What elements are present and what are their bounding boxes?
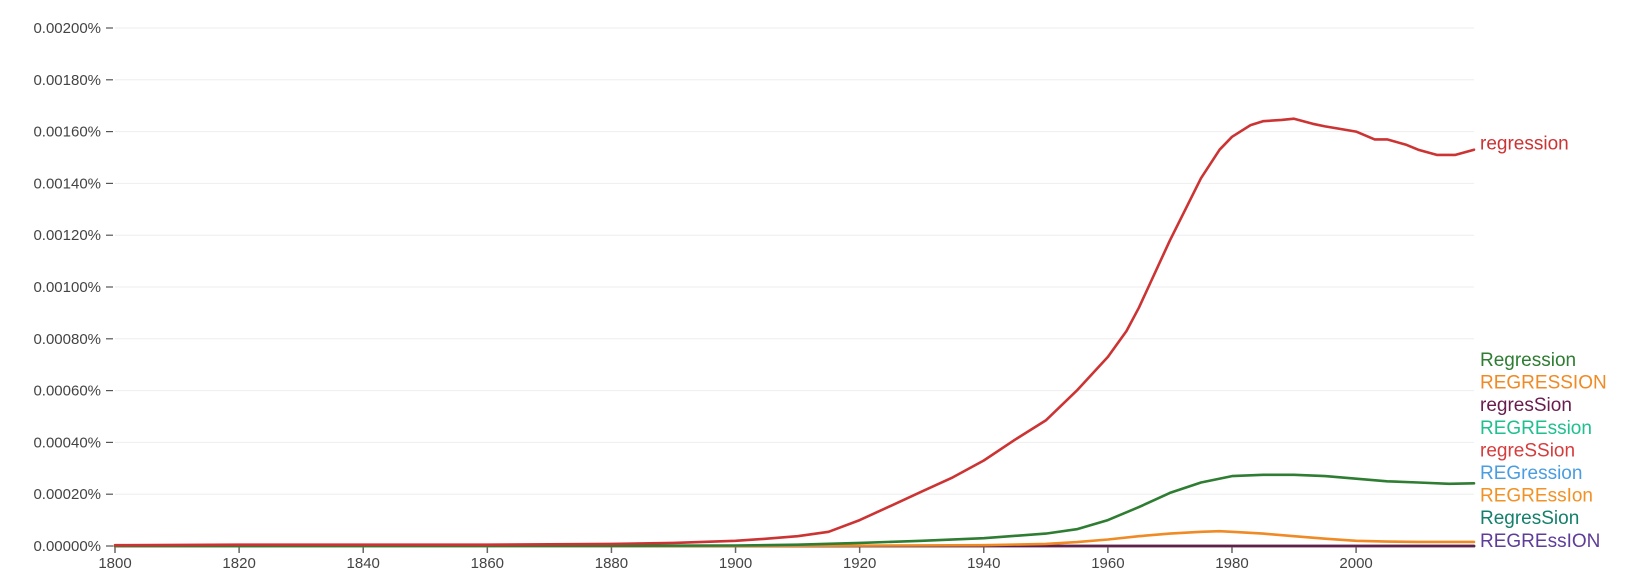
series-label-REGREssIon[interactable]: REGREssIon xyxy=(1480,486,1593,507)
x-tick-label: 1960 xyxy=(1091,555,1124,572)
series-label-Regression[interactable]: Regression xyxy=(1480,350,1576,371)
y-tick-label: 0.00040% xyxy=(33,434,101,451)
y-tick-label: 0.00120% xyxy=(33,227,101,244)
series-line-Regression[interactable] xyxy=(113,473,1476,548)
y-tick-label: 0.00060% xyxy=(33,383,101,400)
x-tick-label: 1840 xyxy=(347,555,380,572)
y-tick-label: 0.00000% xyxy=(33,538,101,555)
gridlines xyxy=(115,27,1474,495)
series-label-REGREssION[interactable]: REGREssION xyxy=(1480,531,1600,552)
x-axis: 1800 1820 1840 1860 1880 1900 1920 1940 1960 1980… xyxy=(98,545,1474,572)
series-line-regression[interactable] xyxy=(113,117,1476,547)
y-tick-label: 0.00140% xyxy=(33,175,101,192)
y-tick-label: 0.00080% xyxy=(33,331,101,348)
series-label-RegresSion[interactable]: RegresSion xyxy=(1480,508,1579,529)
series-label-regression[interactable]: regression xyxy=(1480,134,1569,155)
series-line-REGRESSION[interactable] xyxy=(113,529,1476,548)
y-axis: 0.00000% 0.00020% 0.00040% 0.00060% 0.00080%… xyxy=(33,20,113,555)
x-tick-label: 2000 xyxy=(1339,555,1372,572)
series-label-regresSion[interactable]: regresSion xyxy=(1480,395,1572,416)
series-labels: regression RegressionREGRESSIONregresSion… xyxy=(1480,134,1607,552)
y-tick-label: 0.00180% xyxy=(33,72,101,89)
y-tick-label: 0.00200% xyxy=(33,20,101,37)
x-tick-label: 1900 xyxy=(719,555,752,572)
x-tick-label: 1860 xyxy=(471,555,504,572)
series-label-regreSSion[interactable]: regreSSion xyxy=(1480,440,1575,461)
series-label-REGression[interactable]: REGression xyxy=(1480,463,1582,484)
x-tick-label: 1800 xyxy=(98,555,131,572)
x-tick-label: 1940 xyxy=(967,555,1000,572)
series-lines xyxy=(113,117,1476,548)
x-tick-label: 1820 xyxy=(222,555,255,572)
x-tick-label: 1980 xyxy=(1215,555,1248,572)
x-tick-label: 1880 xyxy=(595,555,628,572)
series-label-REGRESSION[interactable]: REGRESSION xyxy=(1480,373,1607,394)
y-tick-label: 0.00020% xyxy=(33,486,101,503)
y-tick-label: 0.00160% xyxy=(33,124,101,141)
series-label-REGREssion[interactable]: REGREssion xyxy=(1480,418,1592,439)
y-tick-label: 0.00100% xyxy=(33,279,101,296)
x-tick-label: 1920 xyxy=(843,555,876,572)
